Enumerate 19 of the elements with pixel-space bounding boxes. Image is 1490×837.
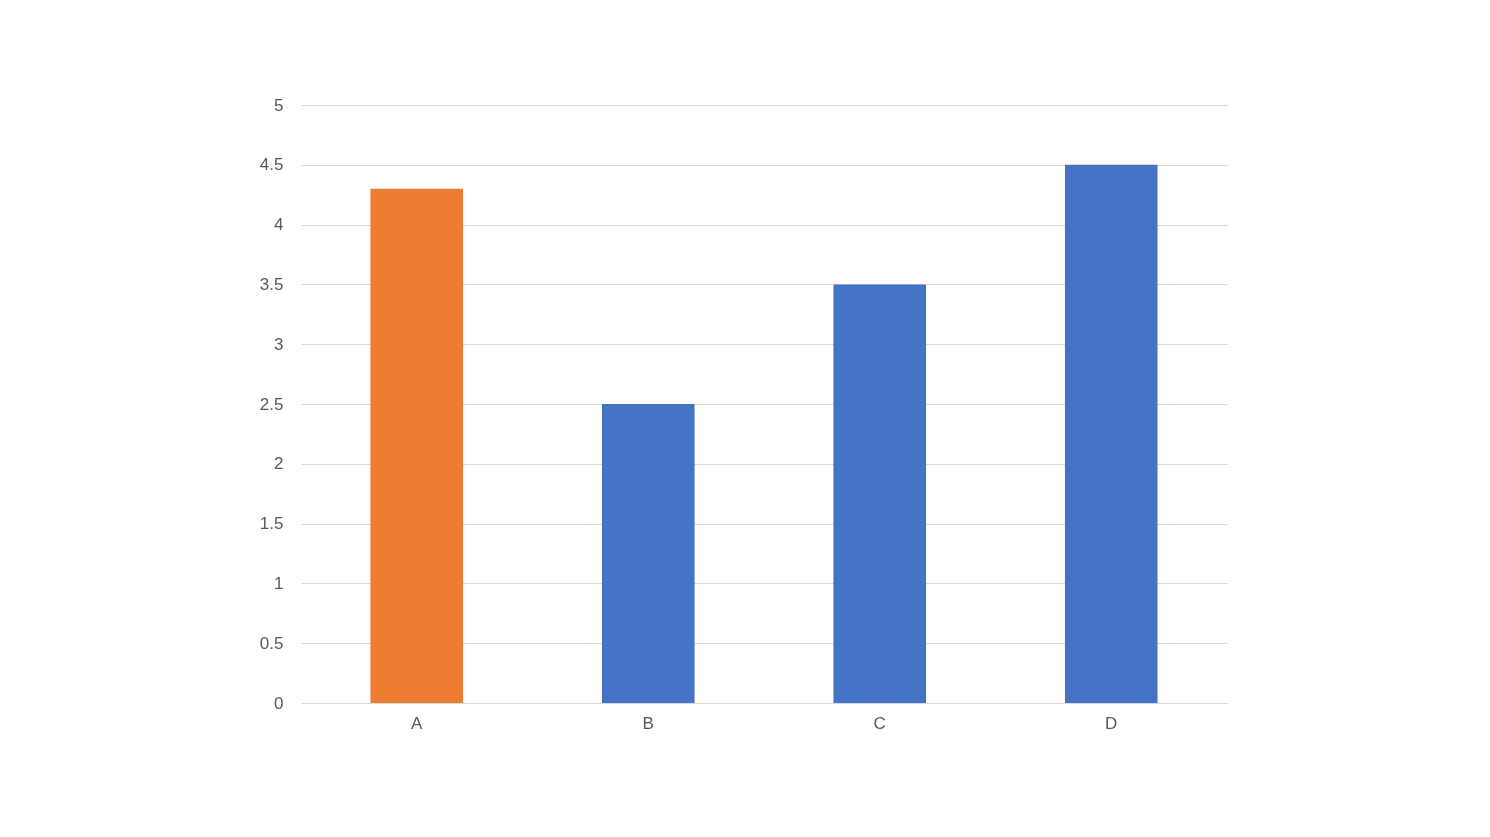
y-tick-label: 1 <box>274 573 284 593</box>
bar <box>833 284 927 703</box>
bar <box>370 188 464 703</box>
y-tick-label: 2.5 <box>259 394 284 414</box>
x-tick-label: D <box>1105 713 1118 733</box>
y-tick-label: 0.5 <box>259 633 284 653</box>
bar <box>601 404 695 703</box>
y-tick-label: 1.5 <box>259 514 284 534</box>
y-tick-label: 3.5 <box>259 274 284 294</box>
y-tick-label: 4 <box>274 215 284 235</box>
y-tick-label: 0 <box>274 693 284 713</box>
y-tick-label: 3 <box>274 334 284 354</box>
x-tick-label: B <box>642 713 654 733</box>
y-tick-label: 4.5 <box>259 155 284 175</box>
y-tick-label: 5 <box>274 95 284 115</box>
bar <box>1064 164 1158 703</box>
y-tick-label: 2 <box>274 454 284 474</box>
x-tick-label: C <box>873 713 886 733</box>
x-tick-label: A <box>411 713 424 733</box>
